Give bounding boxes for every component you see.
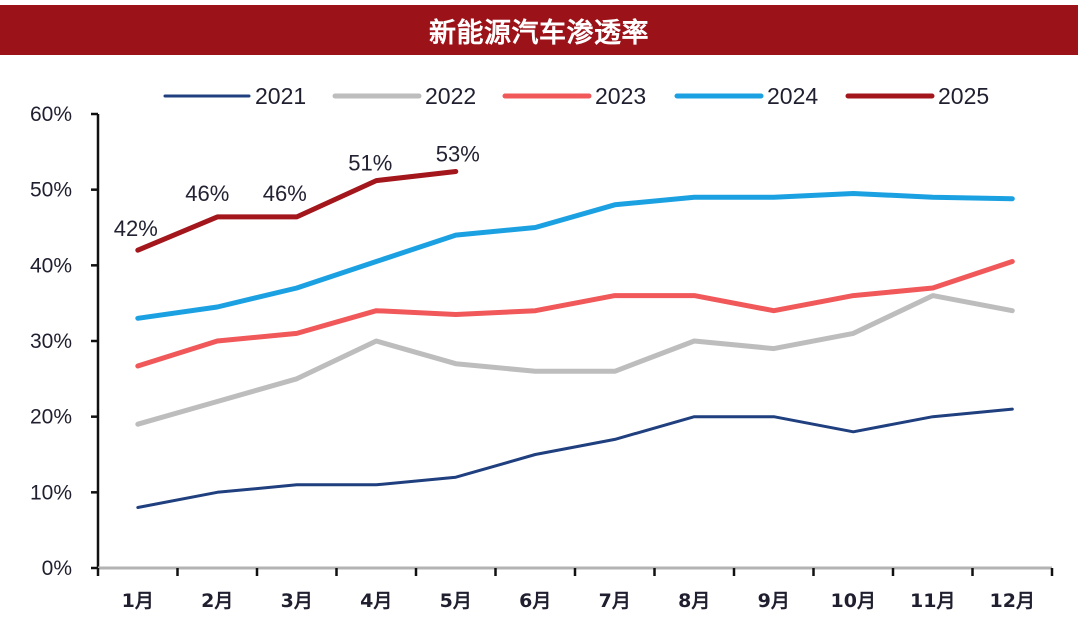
axes: 0% 10% 20% 30% 40% 50% 60% 1月 2月 3月 4月 5月 6月 7月 8月 9月 10…	[30, 103, 1054, 612]
x-tick-label: 2月	[201, 590, 233, 612]
x-tick-label: 4月	[360, 590, 392, 612]
x-tick-label: 6月	[519, 590, 551, 612]
series-group	[135, 169, 1015, 509]
x-tick-label: 1月	[122, 590, 154, 612]
data-label: 53%	[436, 142, 480, 167]
series-line-2025	[135, 169, 459, 253]
x-tick-label: 12月	[990, 590, 1035, 612]
data-label: 42%	[114, 216, 158, 241]
y-tick-label: 40%	[30, 254, 72, 277]
y-tick-label: 20%	[30, 406, 72, 429]
series-line-2023	[135, 259, 1015, 369]
x-tick-label: 11月	[910, 590, 955, 612]
data-label: 51%	[348, 151, 392, 176]
legend: 2021 2022 2023 2024 2025	[163, 83, 989, 109]
series-line-2024	[135, 191, 1015, 321]
x-tick-label: 5月	[440, 590, 472, 612]
y-tick-label: 30%	[30, 330, 72, 353]
series-line-2022	[135, 293, 1015, 427]
legend-label-2024: 2024	[767, 83, 818, 109]
y-tick-label: 0%	[42, 557, 72, 580]
legend-label-2023: 2023	[595, 83, 646, 109]
data-label: 46%	[263, 181, 307, 206]
x-tick-label: 10月	[831, 590, 876, 612]
data-labels: 42% 46% 46% 51% 53%	[114, 142, 480, 242]
y-tick-label: 50%	[30, 179, 72, 202]
legend-label-2025: 2025	[938, 83, 989, 109]
legend-label-2022: 2022	[425, 83, 476, 109]
x-tick-label: 8月	[678, 590, 710, 612]
legend-label-2021: 2021	[255, 83, 306, 109]
y-tick-label: 60%	[30, 103, 72, 126]
x-tick-label: 3月	[281, 590, 313, 612]
x-tick-label: 7月	[599, 590, 631, 612]
chart-title-bar: 新能源汽车渗透率	[0, 5, 1078, 55]
series-line-2021	[136, 407, 1014, 509]
data-label: 46%	[185, 181, 229, 206]
chart-title: 新能源汽车渗透率	[429, 17, 649, 49]
y-tick-label: 10%	[30, 481, 72, 504]
x-tick-label: 9月	[758, 590, 790, 612]
